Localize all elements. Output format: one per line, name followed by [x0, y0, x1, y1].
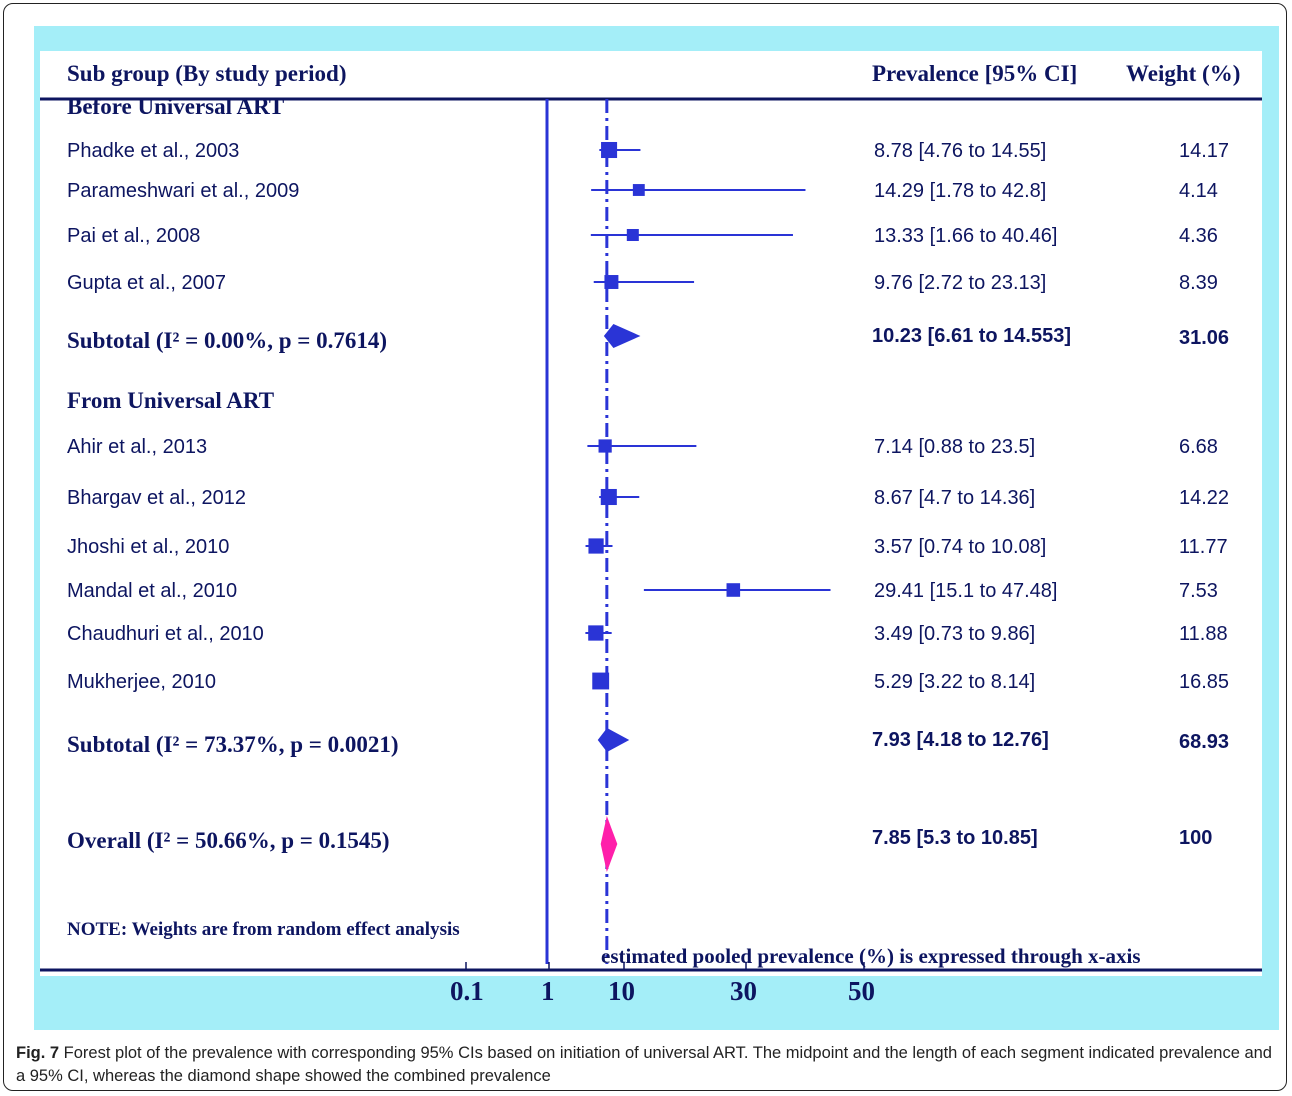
study-label: Phadke et al., 2003 — [67, 140, 239, 162]
figure-caption: Fig. 7 Forest plot of the prevalence wit… — [16, 1042, 1276, 1088]
study-label: Bhargav et al., 2012 — [67, 487, 246, 509]
study-label: Mandal et al., 2010 — [67, 580, 237, 602]
subtotal-weight: 68.93 — [1179, 731, 1229, 753]
study-weight: 11.88 — [1179, 623, 1228, 645]
study-weight: 8.39 — [1179, 272, 1218, 294]
study-ci-text: 3.49 [0.73 to 9.86] — [874, 623, 1035, 645]
header-prevalence: Prevalence [95% CI] — [872, 61, 1077, 86]
study-weight: 6.68 — [1179, 436, 1218, 458]
caption-text: Forest plot of the prevalence with corre… — [16, 1044, 1272, 1085]
study-marker — [588, 538, 604, 554]
study-marker — [604, 275, 619, 289]
subtotal-ci-text: 10.23 [6.61 to 14.553] — [872, 325, 1071, 347]
subtotal-diamond — [603, 324, 641, 348]
x-tick-label: 50 — [848, 976, 875, 1006]
study-ci-text: 5.29 [3.22 to 8.14] — [874, 671, 1035, 693]
study-label: Ahir et al., 2013 — [67, 436, 207, 458]
study-ci-text: 13.33 [1.66 to 40.46] — [874, 225, 1058, 247]
study-weight: 7.53 — [1179, 580, 1218, 602]
header-subgroup: Sub group (By study period) — [67, 61, 347, 86]
x-tick-label: 1 — [541, 976, 555, 1006]
axis-caption: estimated pooled prevalence (%) is expre… — [601, 944, 1141, 968]
group-heading-2: From Universal ART — [67, 388, 274, 413]
weights-note: NOTE: Weights are from random effect ana… — [67, 919, 460, 940]
study-marker — [592, 672, 610, 690]
study-label: Jhoshi et al., 2010 — [67, 536, 229, 558]
study-ci-text: 3.57 [0.74 to 10.08] — [874, 536, 1046, 558]
overall-label: Overall (I² = 50.66%, p = 0.1545) — [67, 828, 390, 853]
group-heading-1: Before Universal ART — [67, 94, 284, 119]
study-marker — [726, 583, 741, 597]
study-weight: 4.36 — [1179, 225, 1218, 247]
study-marker — [588, 625, 604, 641]
subtotal-weight: 31.06 — [1179, 327, 1229, 349]
subtotal-diamond — [597, 728, 630, 752]
study-marker — [601, 141, 618, 159]
figure-frame: Sub group (By study period) Prevalence [9… — [3, 3, 1287, 1091]
header-weight: Weight (%) — [1126, 61, 1240, 86]
study-marker — [626, 228, 639, 242]
study-ci-text: 29.41 [15.1 to 47.48] — [874, 580, 1058, 602]
study-label: Chaudhuri et al., 2010 — [67, 623, 264, 645]
forest-plot: Sub group (By study period) Prevalence [9… — [40, 51, 1262, 1006]
overall-weight: 100 — [1179, 827, 1212, 849]
overall-ci-text: 7.85 [5.3 to 10.85] — [872, 827, 1038, 849]
x-tick-label: 10 — [608, 976, 635, 1006]
study-ci-text: 8.67 [4.7 to 14.36] — [874, 487, 1035, 509]
plot-background — [40, 51, 1262, 976]
study-ci-text: 7.14 [0.88 to 23.5] — [874, 436, 1035, 458]
study-ci-text: 14.29 [1.78 to 42.8] — [874, 180, 1046, 202]
subtotal-ci-text: 7.93 [4.18 to 12.76] — [872, 729, 1049, 751]
study-ci-text: 9.76 [2.72 to 23.13] — [874, 272, 1046, 294]
forest-plot-panel: Sub group (By study period) Prevalence [9… — [34, 26, 1279, 1030]
study-marker — [600, 488, 617, 506]
subtotal-label: Subtotal (I² = 0.00%, p = 0.7614) — [67, 328, 387, 353]
x-tick-label: 0.1 — [450, 976, 484, 1006]
study-weight: 16.85 — [1179, 671, 1229, 693]
study-weight: 11.77 — [1179, 536, 1228, 558]
study-weight: 4.14 — [1179, 180, 1218, 202]
study-weight: 14.17 — [1179, 140, 1229, 162]
study-ci-text: 8.78 [4.76 to 14.55] — [874, 140, 1046, 162]
overall-diamond — [600, 816, 618, 872]
study-marker — [632, 184, 645, 196]
study-weight: 14.22 — [1179, 487, 1229, 509]
caption-label: Fig. 7 — [16, 1044, 60, 1062]
study-label: Pai et al., 2008 — [67, 225, 200, 247]
study-label: Parameshwari et al., 2009 — [67, 180, 299, 202]
x-tick-label: 30 — [730, 976, 757, 1006]
study-marker — [598, 439, 612, 453]
study-label: Mukherjee, 2010 — [67, 671, 216, 693]
study-label: Gupta et al., 2007 — [67, 272, 226, 294]
subtotal-label: Subtotal (I² = 73.37%, p = 0.0021) — [67, 732, 399, 757]
